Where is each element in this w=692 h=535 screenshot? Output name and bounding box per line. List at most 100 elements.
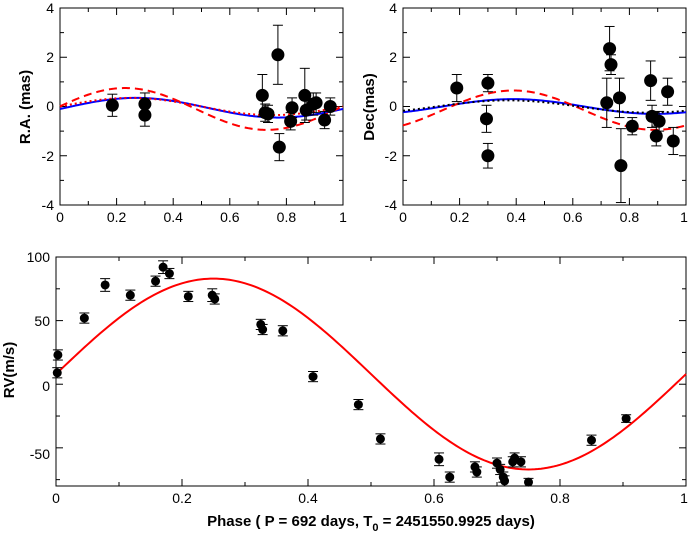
data-marker <box>612 91 626 105</box>
ra-model-curves <box>59 87 344 131</box>
data-marker <box>649 129 663 143</box>
data-marker <box>79 313 89 323</box>
dec-ytick-label: -4 <box>385 197 398 213</box>
ra-axis-ticks <box>59 7 344 206</box>
model-red-dashed <box>59 87 344 131</box>
rv-fit-curve <box>55 277 687 471</box>
data-marker <box>105 98 119 112</box>
dec-ytick-label: 0 <box>389 98 397 114</box>
ra-ytick-label: -2 <box>42 148 55 164</box>
data-marker <box>666 134 680 148</box>
data-marker <box>183 291 193 301</box>
dec-xtick-label: 0 <box>399 209 407 225</box>
data-marker <box>210 294 220 304</box>
data-marker <box>278 326 288 336</box>
data-marker <box>284 114 298 128</box>
dec-axis-ticks <box>402 7 687 206</box>
data-marker <box>309 96 323 110</box>
data-marker <box>614 159 628 173</box>
dec-data-point <box>479 104 493 133</box>
dec-data-point <box>450 73 464 103</box>
rv-xtick-label: 0.4 <box>298 490 318 506</box>
data-marker <box>375 434 385 444</box>
data-marker <box>644 74 658 88</box>
dec-ytick-label: -2 <box>385 148 398 164</box>
dec-data-point <box>481 142 495 169</box>
dec-data-point <box>604 54 618 75</box>
dec-data-point <box>661 77 675 106</box>
rv-data-point <box>158 260 169 275</box>
rv-data-point <box>164 267 175 280</box>
rv-data-point <box>515 456 526 468</box>
data-marker <box>472 467 482 477</box>
rv-data-point <box>125 289 136 301</box>
data-marker <box>285 101 299 115</box>
rv-data-point <box>586 434 597 446</box>
rv-data-point <box>209 293 220 305</box>
ra-ytick-label: 2 <box>46 49 54 65</box>
dec-data-point <box>614 128 628 204</box>
data-marker <box>158 262 168 272</box>
data-marker <box>524 477 533 487</box>
data-marker <box>604 58 618 72</box>
rv-data-point <box>277 325 288 337</box>
dec-panel: 0 0.2 0.4 0.6 0.8 1 -4 -2 0 2 4 Dec(mas) <box>361 0 688 225</box>
data-marker <box>298 88 312 102</box>
rv-data-point <box>621 414 632 424</box>
dec-ytick-label: 4 <box>389 0 397 16</box>
ra-data-point <box>271 24 285 85</box>
ra-data-point <box>318 110 332 130</box>
data-marker <box>661 85 675 99</box>
data-marker <box>500 476 510 486</box>
rv-data-point <box>257 323 268 336</box>
data-marker <box>652 114 666 128</box>
data-marker <box>479 112 493 126</box>
rv-xtick-label: 0.2 <box>172 490 192 506</box>
data-marker <box>445 472 455 482</box>
ra-data-point <box>272 133 286 162</box>
ra-data-point <box>261 104 275 124</box>
rv-ytick-label: -50 <box>30 446 50 462</box>
data-marker <box>516 457 526 467</box>
data-marker <box>450 81 464 95</box>
rv-ylabel: RV(m/s) <box>1 342 18 398</box>
rv-data-points <box>52 260 632 487</box>
data-marker <box>164 269 174 279</box>
rv-xtick-label: 1 <box>680 490 688 506</box>
ra-xtick-label: 1 <box>339 209 347 225</box>
data-marker <box>53 350 63 360</box>
ra-xtick-label: 0.4 <box>163 209 183 225</box>
ra-data-point <box>285 97 299 119</box>
dec-data-points <box>450 25 680 204</box>
data-marker <box>621 414 631 424</box>
rv-data-point <box>375 433 386 445</box>
rv-data-point <box>308 371 319 383</box>
rv-ytick-label: 0 <box>42 378 50 394</box>
ra-ytick-label: -4 <box>42 197 55 213</box>
data-marker <box>318 113 332 127</box>
rv-ytick-label: 100 <box>27 249 51 265</box>
ra-data-points <box>105 24 337 162</box>
rv-data-point <box>52 367 63 379</box>
rv-xlabel-main: Phase ( P = 692 days, T <box>207 513 372 530</box>
ra-ylabel: R.A. (mas) <box>17 70 34 144</box>
dec-data-point <box>644 60 658 101</box>
dec-xtick-label: 0.2 <box>450 209 470 225</box>
data-marker <box>138 108 152 122</box>
dec-ylabel: Dec(mas) <box>361 73 378 141</box>
data-marker <box>481 76 495 90</box>
rv-data-point <box>79 312 90 324</box>
model-blue-solid <box>402 98 687 115</box>
data-marker <box>258 325 268 335</box>
ra-ytick-label: 4 <box>46 0 54 16</box>
ra-xtick-label: 0.6 <box>220 209 240 225</box>
data-marker <box>271 48 285 62</box>
data-marker <box>308 372 318 382</box>
rv-xlabel: Phase ( P = 692 days, T0 = 2451550.9925 … <box>207 513 535 534</box>
rv-data-point <box>150 275 161 287</box>
rv-ytick-label: 50 <box>34 313 50 329</box>
dec-data-point <box>652 110 666 132</box>
ra-data-point <box>138 103 152 127</box>
ra-data-point <box>323 97 337 116</box>
